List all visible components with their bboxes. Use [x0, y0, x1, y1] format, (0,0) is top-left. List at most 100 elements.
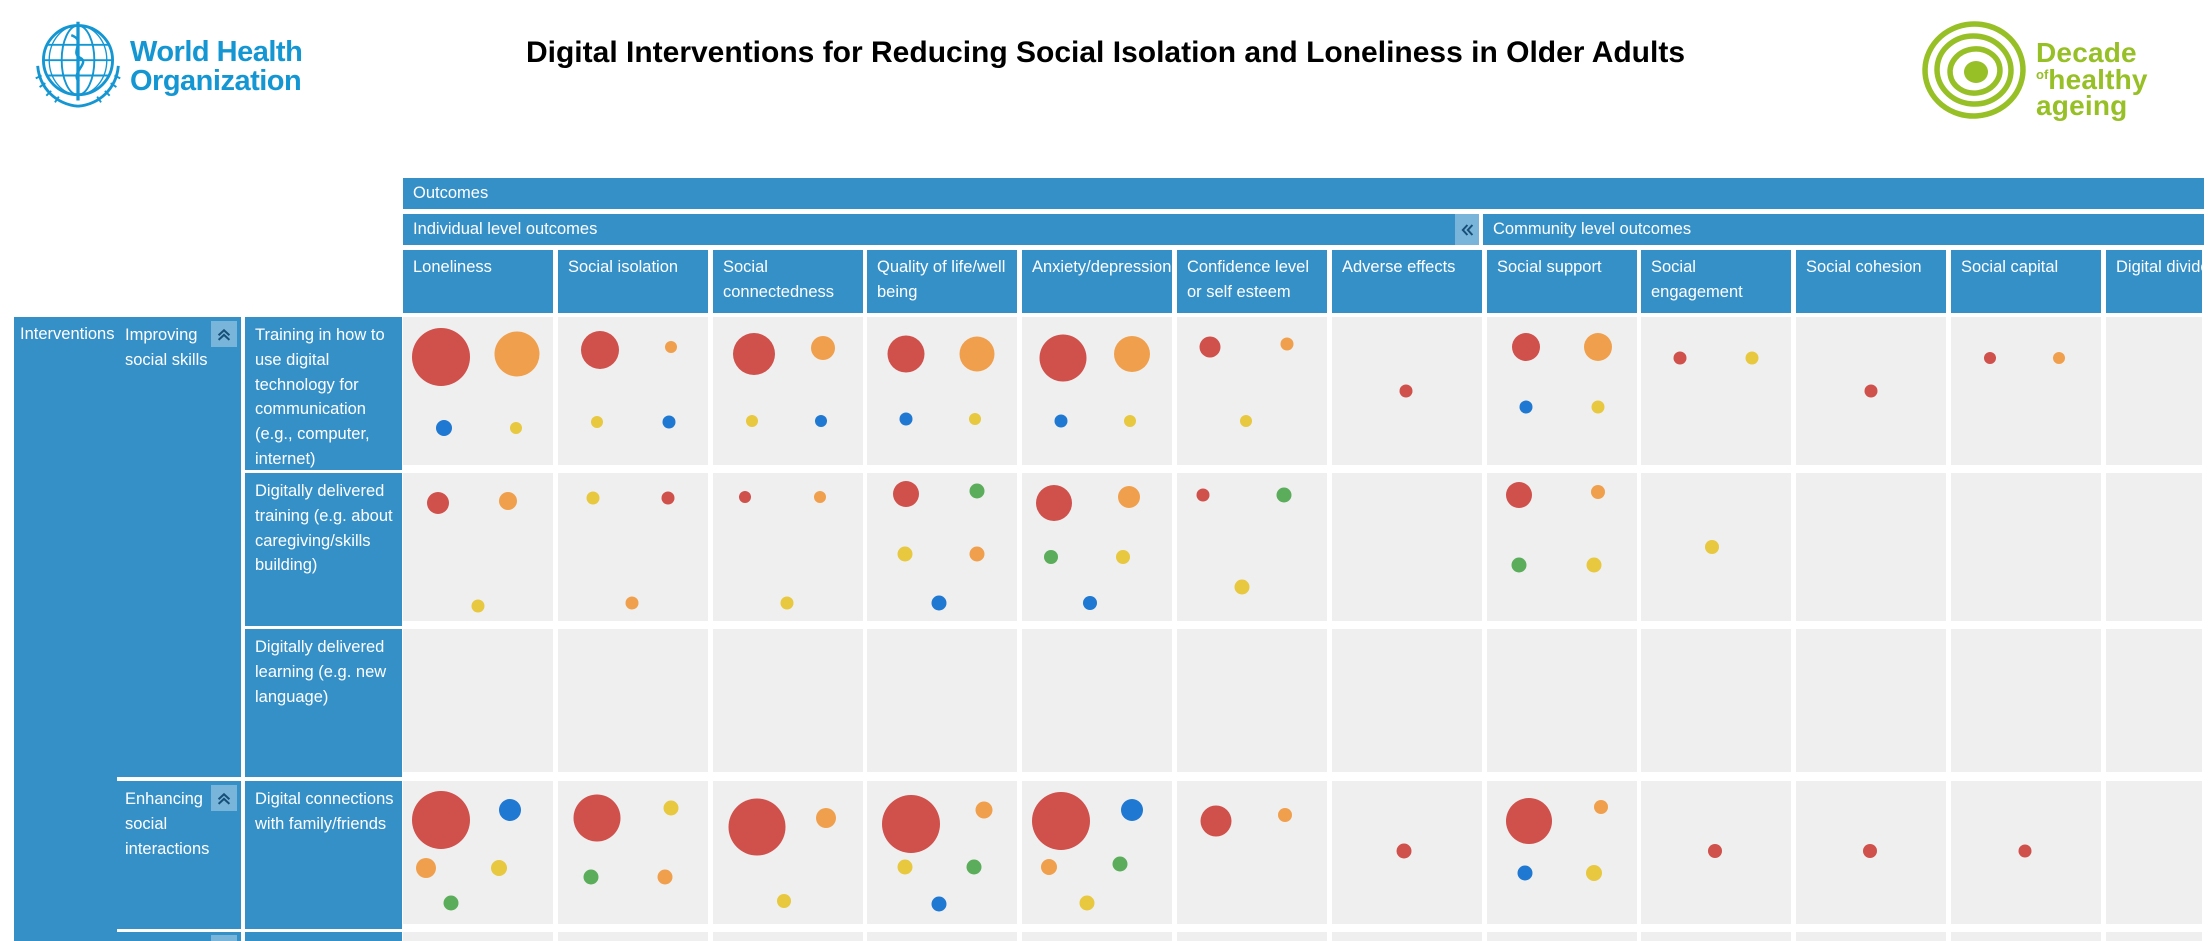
study-bubble-red[interactable] — [426, 491, 449, 514]
study-bubble-blue[interactable] — [899, 412, 913, 426]
study-bubble-blue[interactable] — [498, 798, 521, 821]
study-bubble-orange[interactable] — [1041, 858, 1057, 875]
study-bubble-green[interactable] — [583, 869, 599, 885]
study-bubble-orange[interactable] — [2053, 352, 2065, 365]
study-bubble-blue[interactable] — [931, 595, 947, 611]
study-bubble-red[interactable] — [1200, 805, 1232, 837]
study-bubble-red[interactable] — [887, 335, 925, 373]
study-bubble-yellow[interactable] — [1745, 351, 1759, 365]
study-bubble-green[interactable] — [1043, 550, 1058, 565]
study-bubble-blue[interactable] — [1054, 414, 1068, 428]
study-bubble-yellow[interactable] — [1115, 550, 1130, 565]
study-bubble-blue[interactable] — [662, 415, 676, 429]
study-bubble-green[interactable] — [1511, 557, 1526, 573]
column-header-digital-divide: Digital divide — [2106, 250, 2210, 313]
study-bubble-red[interactable] — [1199, 336, 1221, 358]
study-bubble-blue[interactable] — [1519, 400, 1533, 414]
study-bubble-orange[interactable] — [815, 808, 836, 829]
study-bubble-yellow[interactable] — [897, 546, 912, 562]
study-bubble-yellow[interactable] — [1079, 895, 1094, 911]
study-bubble-yellow[interactable] — [780, 596, 793, 610]
study-bubble-red[interactable] — [411, 790, 470, 849]
study-bubble-blue[interactable] — [1517, 865, 1532, 881]
study-bubble-yellow[interactable] — [491, 860, 507, 877]
study-bubble-red[interactable] — [2018, 844, 2031, 858]
study-bubble-green[interactable] — [1112, 856, 1127, 872]
study-bubble-yellow[interactable] — [1240, 414, 1252, 427]
study-bubble-orange[interactable] — [1117, 485, 1140, 508]
study-bubble-red[interactable] — [1673, 351, 1687, 365]
study-bubble-yellow[interactable] — [471, 599, 485, 613]
study-bubble-orange[interactable] — [959, 336, 994, 372]
collapse-individual-columns-button[interactable] — [1455, 214, 1479, 245]
study-bubble-red[interactable] — [661, 491, 674, 505]
study-bubble-orange[interactable] — [1278, 808, 1292, 823]
study-bubble-blue[interactable] — [1082, 596, 1097, 611]
collapse-group-button[interactable] — [211, 321, 237, 347]
study-bubble-red[interactable] — [732, 333, 775, 375]
study-bubble-red[interactable] — [1707, 844, 1722, 859]
study-bubble-orange[interactable] — [1113, 336, 1150, 372]
study-bubble-blue[interactable] — [931, 896, 947, 912]
study-bubble-red[interactable] — [738, 490, 751, 503]
study-bubble-orange[interactable] — [657, 869, 672, 885]
study-bubble-blue[interactable] — [815, 414, 827, 427]
study-bubble-orange[interactable] — [499, 492, 517, 511]
study-bubble-orange[interactable] — [1594, 799, 1608, 814]
study-bubble-red[interactable] — [1862, 844, 1877, 859]
study-bubble-yellow[interactable] — [746, 414, 758, 427]
study-bubble-red[interactable] — [1035, 484, 1072, 521]
study-bubble-orange[interactable] — [1280, 337, 1293, 351]
study-bubble-red[interactable] — [1196, 488, 1209, 502]
study-bubble-orange[interactable] — [494, 331, 540, 377]
study-bubble-blue[interactable] — [435, 420, 452, 436]
study-bubble-yellow[interactable] — [663, 800, 678, 816]
collapse-group-button[interactable] — [211, 785, 237, 811]
study-bubble-orange[interactable] — [625, 596, 638, 610]
study-bubble-red[interactable] — [1984, 352, 1996, 365]
study-bubble-orange[interactable] — [664, 340, 677, 353]
study-bubble-red[interactable] — [1032, 792, 1090, 851]
study-bubble-orange[interactable] — [975, 801, 993, 819]
study-bubble-red[interactable] — [1506, 798, 1552, 845]
study-bubble-blue[interactable] — [1120, 798, 1143, 821]
study-bubble-orange[interactable] — [810, 336, 835, 361]
study-bubble-yellow[interactable] — [1586, 557, 1601, 573]
study-bubble-red[interactable] — [581, 330, 619, 369]
study-bubble-yellow[interactable] — [1124, 414, 1136, 427]
study-bubble-yellow[interactable] — [969, 413, 981, 426]
study-bubble-yellow[interactable] — [1234, 579, 1249, 595]
study-bubble-red[interactable] — [573, 794, 621, 842]
study-bubble-yellow[interactable] — [1704, 540, 1719, 554]
study-bubble-yellow[interactable] — [1591, 400, 1605, 414]
collapse-group-button[interactable] — [211, 935, 237, 941]
study-bubble-red[interactable] — [1864, 384, 1878, 398]
study-bubble-red[interactable] — [1039, 334, 1086, 382]
study-bubble-green[interactable] — [969, 483, 984, 499]
matrix-cell-social-isolation — [558, 629, 708, 772]
study-bubble-red[interactable] — [1399, 384, 1412, 398]
study-bubble-red[interactable] — [1512, 332, 1540, 361]
study-bubble-orange[interactable] — [1584, 332, 1612, 361]
study-bubble-orange[interactable] — [415, 858, 436, 879]
study-bubble-red[interactable] — [411, 327, 470, 386]
study-bubble-orange[interactable] — [813, 490, 826, 503]
study-bubble-yellow[interactable] — [897, 859, 912, 875]
study-bubble-red[interactable] — [881, 794, 940, 853]
study-bubble-green[interactable] — [443, 895, 459, 911]
study-bubble-yellow[interactable] — [591, 416, 603, 429]
study-bubble-orange[interactable] — [1591, 485, 1605, 500]
study-bubble-yellow[interactable] — [509, 422, 522, 434]
study-bubble-orange[interactable] — [969, 546, 984, 562]
matrix-cell-confidence-level-or-self-esteem — [1177, 473, 1327, 621]
matrix-cell-loneliness — [403, 932, 553, 941]
study-bubble-yellow[interactable] — [586, 491, 599, 505]
study-bubble-yellow[interactable] — [1585, 864, 1602, 881]
study-bubble-red[interactable] — [1396, 843, 1412, 859]
study-bubble-red[interactable] — [1505, 482, 1532, 509]
study-bubble-yellow[interactable] — [776, 894, 791, 909]
study-bubble-red[interactable] — [893, 480, 919, 507]
study-bubble-red[interactable] — [728, 798, 785, 856]
study-bubble-green[interactable] — [966, 859, 981, 875]
study-bubble-green[interactable] — [1276, 487, 1291, 503]
